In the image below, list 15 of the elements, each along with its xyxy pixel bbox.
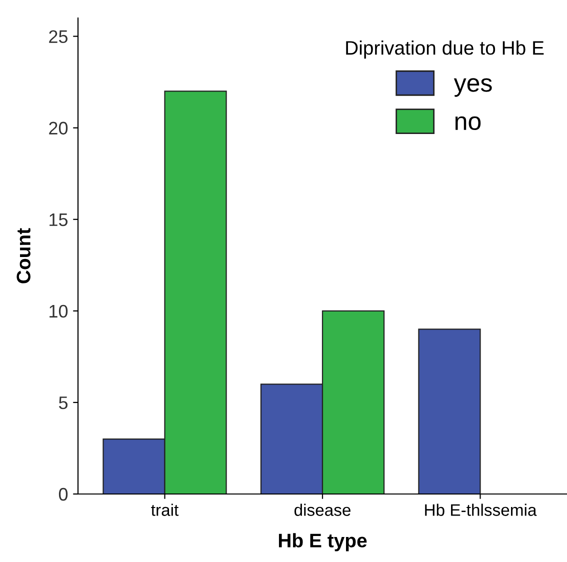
- y-tick-label: 25: [49, 30, 68, 44]
- y-tick-label: 15: [50, 214, 68, 226]
- x-tick-label: trait: [151, 504, 179, 516]
- legend-title: Diprivation due to Hb E: [346, 40, 544, 59]
- x-tick-label: disease: [294, 504, 350, 516]
- bar: [418, 328, 481, 494]
- legend-label: yes: [454, 78, 492, 97]
- y-axis-title: Count: [16, 228, 30, 284]
- y-tick-label: 5: [58, 396, 68, 410]
- y-tick-label: 0: [58, 488, 68, 501]
- legend-label: no: [455, 116, 481, 130]
- x-tick-label: Hb E-thlssemia: [425, 504, 537, 516]
- y-tick-label: 20: [49, 122, 68, 135]
- x-axis-title: Hb E type: [278, 533, 367, 552]
- y-tick-label: 10: [50, 304, 68, 318]
